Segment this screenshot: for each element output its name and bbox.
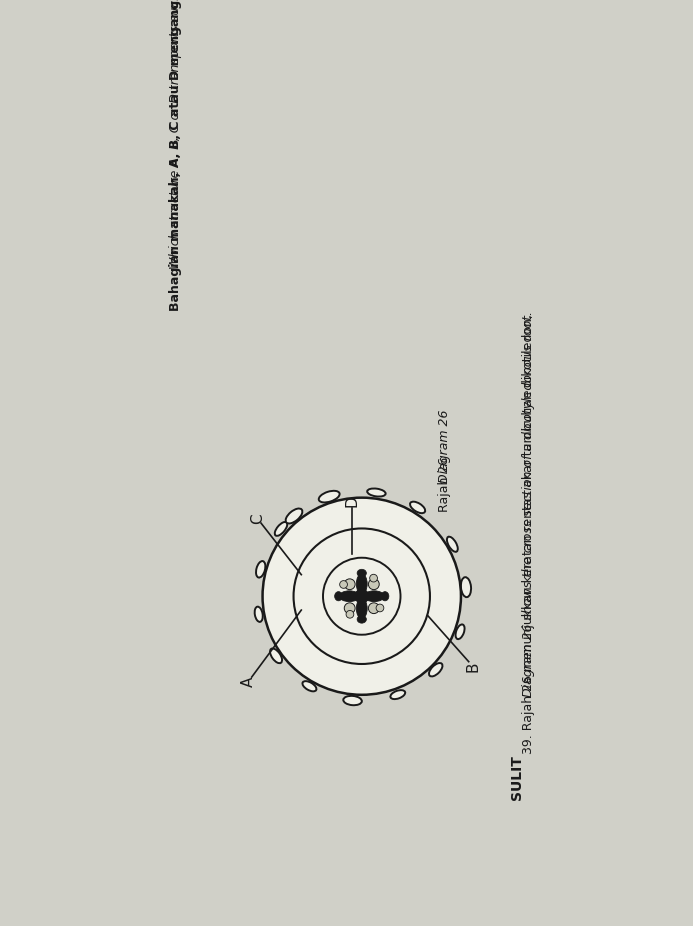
Text: Which structure A, B, C or D transports sucrose?: Which structure A, B, C or D transports … bbox=[169, 0, 182, 269]
Ellipse shape bbox=[335, 592, 342, 601]
Ellipse shape bbox=[355, 589, 369, 603]
Ellipse shape bbox=[286, 508, 302, 523]
Ellipse shape bbox=[357, 616, 367, 623]
Ellipse shape bbox=[344, 579, 355, 590]
Ellipse shape bbox=[369, 574, 378, 582]
Circle shape bbox=[263, 497, 461, 694]
Text: 39. Rajah 26 menunjukkan keratan rentas akar tumbuhan dikotiledon,: 39. Rajah 26 menunjukkan keratan rentas … bbox=[522, 314, 535, 754]
Circle shape bbox=[323, 557, 401, 634]
Ellipse shape bbox=[270, 648, 282, 663]
Ellipse shape bbox=[340, 591, 360, 602]
Text: Diagram 26: Diagram 26 bbox=[438, 409, 451, 482]
Ellipse shape bbox=[254, 607, 263, 622]
Ellipse shape bbox=[356, 598, 367, 619]
Text: SULIT: SULIT bbox=[510, 756, 524, 800]
Ellipse shape bbox=[390, 690, 405, 699]
Ellipse shape bbox=[256, 561, 265, 578]
Ellipse shape bbox=[275, 522, 287, 536]
Ellipse shape bbox=[364, 591, 384, 602]
Text: C: C bbox=[249, 513, 265, 523]
Ellipse shape bbox=[376, 604, 384, 612]
Ellipse shape bbox=[410, 502, 426, 513]
Ellipse shape bbox=[344, 603, 355, 614]
Ellipse shape bbox=[356, 574, 367, 594]
Ellipse shape bbox=[447, 537, 458, 552]
Text: Bahagian manakah, A, B, C atau D mengangkut sukrosa?: Bahagian manakah, A, B, C atau D mengang… bbox=[169, 0, 182, 311]
Ellipse shape bbox=[346, 610, 354, 619]
Ellipse shape bbox=[455, 624, 464, 639]
Ellipse shape bbox=[343, 695, 362, 706]
Text: Diagram 26 shows the cross section of a dicotyledonous root.: Diagram 26 shows the cross section of a … bbox=[522, 311, 535, 713]
Ellipse shape bbox=[381, 592, 389, 601]
Ellipse shape bbox=[367, 489, 385, 496]
Ellipse shape bbox=[369, 603, 379, 614]
Text: Rajah 26: Rajah 26 bbox=[438, 457, 451, 512]
Circle shape bbox=[294, 529, 430, 664]
Ellipse shape bbox=[357, 569, 367, 577]
Ellipse shape bbox=[429, 663, 442, 676]
Text: D: D bbox=[345, 495, 360, 507]
Ellipse shape bbox=[369, 579, 379, 590]
Ellipse shape bbox=[319, 491, 340, 503]
Ellipse shape bbox=[302, 682, 317, 692]
Text: B: B bbox=[465, 661, 480, 671]
Ellipse shape bbox=[461, 577, 471, 597]
Ellipse shape bbox=[340, 581, 347, 588]
Text: A: A bbox=[240, 677, 256, 687]
